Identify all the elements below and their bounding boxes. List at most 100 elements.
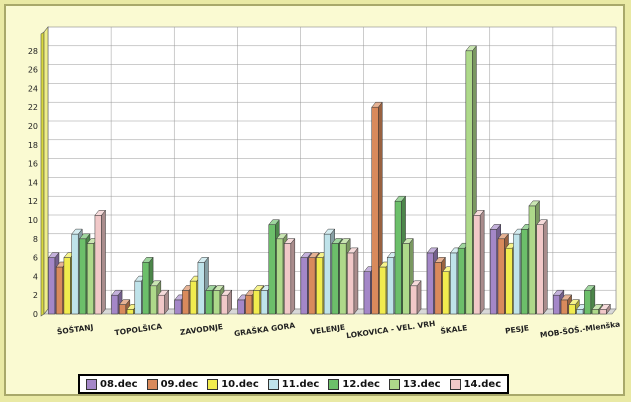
x-tick-label: LOKOVICA - VEL. VRH [346,319,436,340]
bars [47,45,611,315]
x-tick-label: ŠOŠTANJ [56,322,94,336]
bar-front [276,238,284,315]
bar-front [528,205,536,315]
bar-front [402,243,410,315]
y-tick-label: 16 [28,160,38,169]
bar-front [560,299,568,315]
x-tick-label: ŠKALE [440,323,468,336]
bar-front [386,257,395,315]
x-tick-label: PESJE [505,323,530,335]
bar-top [402,238,414,244]
bar-top [323,228,336,235]
bar-front [489,229,497,315]
bar-front [394,200,402,315]
bar-front [205,290,213,315]
bar-top [78,233,91,240]
bar-side [290,237,296,315]
bar-top [71,228,83,235]
legend-label: 08.dec [100,378,138,390]
bar-front [497,238,505,315]
bar-front [450,252,458,315]
bar-front [142,262,150,315]
bar-top [94,210,107,216]
bar-top [197,257,209,263]
bar-top [283,238,296,244]
bar-front [86,243,94,315]
bar-front [457,247,465,315]
legend-item: 10.dec [207,378,259,390]
bar-top [591,304,604,310]
bar-top [268,219,280,225]
legend-swatch [86,378,97,390]
bar [599,303,611,315]
bar-front [253,290,261,315]
bar-top [331,238,343,244]
bar-front [126,309,134,315]
bar-front [568,304,576,315]
legend-label: 14.dec [463,378,502,390]
bar-top [300,252,312,258]
x-tick-label: TOPOLŠICA [114,322,163,338]
bar [371,101,383,315]
bar [346,247,359,315]
bar-top [157,289,170,296]
bar-side [101,209,106,315]
x-axis-labels: ŠOŠTANJ TOPOLŠICA ZAVODNJE GRAŠKA GORA VELEN… [56,319,620,340]
bar-front [379,266,387,315]
y-tick-label: 14 [28,178,38,187]
y-tick-label: 18 [28,141,38,150]
bar-top [528,200,541,207]
legend-item: 12.dec [328,378,380,390]
bar-top [371,101,383,108]
x-tick-label: GRAŠKA GORA [233,321,295,338]
bar-front [260,290,268,315]
bar-top [465,45,477,52]
bar-front [505,247,513,315]
x-tick-label: VELENJE [310,323,346,337]
y-tick-label: 24 [28,84,38,93]
bar-front [134,280,142,315]
bar-front [576,309,584,315]
bar-front [599,309,607,315]
legend-swatch [207,378,219,390]
bar-front [284,243,292,315]
bar-top [473,210,485,216]
bar-top [205,285,217,291]
y-axis-side [43,26,49,315]
bar-top [252,285,265,291]
bar-front [79,238,87,315]
bar-front [245,294,253,315]
bar-top [220,289,233,296]
bar-front [316,257,324,315]
bar [220,289,233,315]
legend-swatch [267,378,279,390]
bar-front [520,229,529,315]
bar-front [182,290,190,315]
bar-top [568,299,580,305]
legend-label: 09.dec [160,378,199,390]
y-tick-label: 28 [28,47,38,56]
bar-top [536,219,548,225]
bar-top [212,285,225,291]
bar [409,280,422,315]
chart-frame: 0 2 4 6 8 10 12 14 16 18 20 22 24 26 28 ŠOŠTANJ TOPOLŠI… [4,4,625,396]
bar-front [55,266,63,315]
y-axis-wall [40,31,45,317]
y-tick-label: 12 [28,197,38,206]
legend-swatch [449,378,461,390]
legend-label: 11.dec [281,378,320,390]
y-tick-label: 2 [33,291,38,300]
y-tick-label: 8 [33,235,38,244]
bar-top [308,252,320,258]
legend: 08.dec 09.dec 10.dec 11.dec 12.dec 13.dec 14.d… [78,374,510,394]
bar-front [331,243,339,315]
y-tick-label: 6 [33,254,38,263]
y-tick-label: 22 [28,103,38,112]
bar-front [197,262,205,315]
bar-front [48,257,56,315]
legend-swatch [146,378,158,390]
bar-front [150,285,158,315]
bar-front [339,243,347,315]
